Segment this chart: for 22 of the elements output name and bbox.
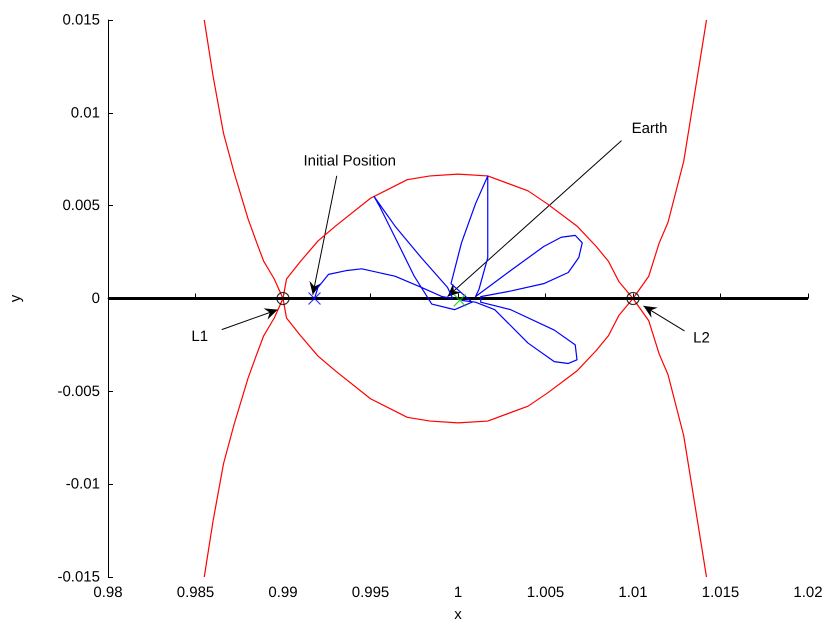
annotation: L2 xyxy=(693,329,710,346)
x-tick-label: 1 xyxy=(454,584,462,601)
x-tick-label: 0.99 xyxy=(268,584,298,601)
y-tick-label: 0.01 xyxy=(70,104,100,122)
x-tick-label: 1.015 xyxy=(702,584,740,601)
x-axis-title: x xyxy=(454,606,462,623)
x-tick-label: 0.98 xyxy=(93,584,123,601)
x-tick-label: 1.01 xyxy=(618,584,648,601)
x-tick-label: 1.02 xyxy=(793,584,823,601)
x-tick-label: 0.985 xyxy=(176,584,214,601)
annotation: L1 xyxy=(191,328,208,346)
annotation: Initial Position xyxy=(303,152,396,170)
y-axis-title: y xyxy=(7,294,24,302)
y-tick-label: 0 xyxy=(92,290,100,307)
y-tick-label: 0.005 xyxy=(62,197,100,214)
y-tick-label: -0.015 xyxy=(57,568,100,586)
y-tick-label: 0.015 xyxy=(62,12,100,28)
x-tick-label: 1.005 xyxy=(526,584,564,601)
annotation: Earth xyxy=(632,120,668,138)
y-tick-label: -0.01 xyxy=(66,476,100,493)
x-tick-label: 0.995 xyxy=(352,584,390,601)
y-tick-label: -0.005 xyxy=(57,382,100,400)
